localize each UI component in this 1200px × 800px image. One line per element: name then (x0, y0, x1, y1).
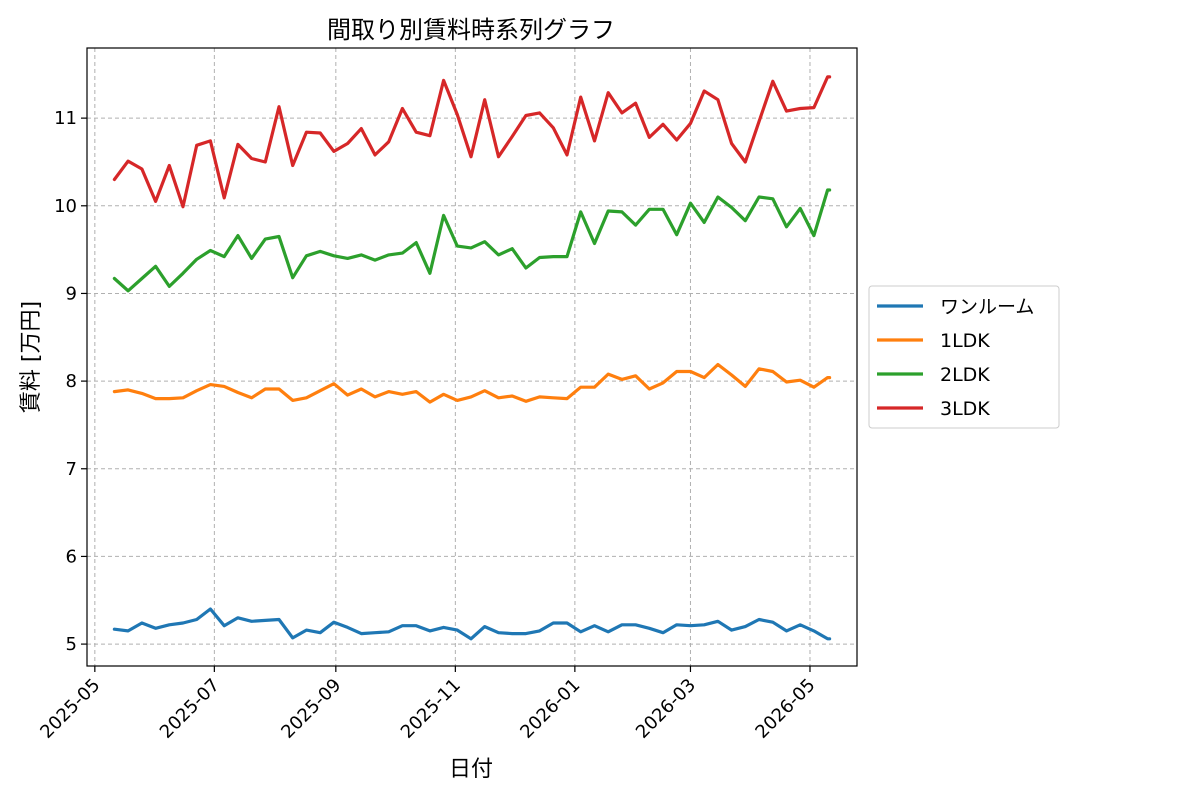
legend-frame (868, 285, 1060, 429)
x-tick-label: 2026-01 (516, 675, 584, 743)
series-line-4 (112, 75, 832, 209)
x-tick-label: 2025-09 (277, 675, 345, 743)
x-tick-label: 2026-03 (632, 675, 700, 743)
x-tick-label: 2026-05 (751, 675, 819, 743)
legend-label-4: 3LDK (940, 398, 990, 420)
y-tick-label: 11 (54, 108, 77, 129)
plot-frame (86, 47, 858, 667)
x-tick-label: 2025-05 (36, 675, 104, 743)
x-tick-label: 2025-11 (397, 675, 465, 743)
legend-items: ワンルーム 1LDK 2LDK 3LDK (877, 296, 1034, 420)
series-lines (112, 75, 832, 641)
axis-ticks: 2025-05 2025-07 2025-09 2025-11 2026-01 2026-… (36, 108, 819, 743)
x-tick-label: 2025-07 (156, 675, 224, 743)
y-axis-label: 賃料 [万円] (19, 301, 44, 413)
y-tick-label: 6 (66, 546, 77, 567)
legend-label-3: 2LDK (940, 364, 990, 386)
y-tick-label: 5 (66, 634, 77, 655)
legend-label-1: ワンルーム (940, 296, 1034, 318)
y-tick-label: 10 (54, 196, 77, 217)
grid (87, 48, 857, 666)
series-line-3 (112, 188, 832, 293)
y-tick-label: 8 (66, 371, 77, 392)
chart-title: 間取り別賃料時系列グラフ (327, 16, 615, 44)
x-axis-label: 日付 (449, 757, 493, 782)
series-line-2 (112, 362, 832, 404)
legend: ワンルーム 1LDK 2LDK 3LDK (868, 285, 1060, 429)
legend-label-2: 1LDK (940, 330, 990, 352)
y-tick-label: 9 (66, 283, 77, 304)
series-line-1 (112, 607, 832, 641)
y-tick-label: 7 (66, 459, 77, 480)
